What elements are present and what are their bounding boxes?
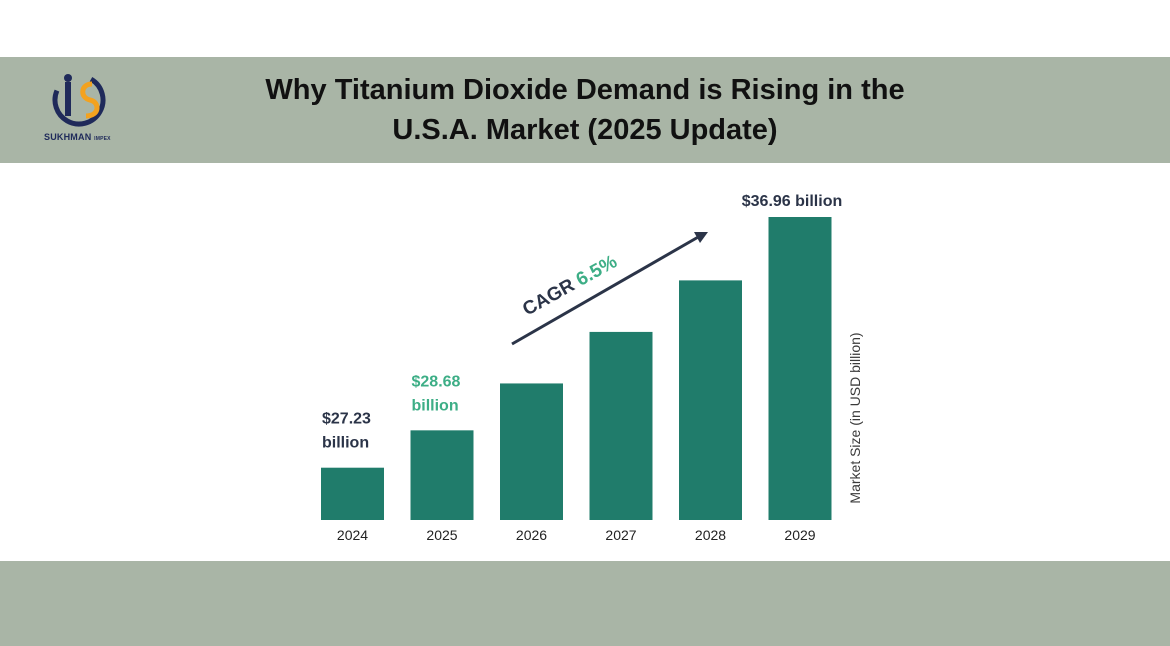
cagr-label: CAGR: [519, 272, 583, 320]
title-line-1: Why Titanium Dioxide Demand is Rising in…: [265, 74, 905, 106]
bar-2026: [500, 383, 563, 520]
footer-band: [0, 561, 1170, 646]
x-tick-label: 2025: [426, 527, 457, 543]
bar-2027: [589, 331, 653, 520]
data-label-unit: billion: [322, 435, 369, 452]
x-tick-label: 2026: [516, 527, 547, 543]
company-logo: [52, 73, 106, 127]
bar-2028: [679, 280, 742, 520]
x-tick-label: 2027: [605, 527, 636, 543]
page-title: Why Titanium Dioxide Demand is Rising in…: [200, 70, 970, 150]
header-band: [0, 57, 1170, 163]
data-label-value: $27.23: [322, 411, 371, 428]
data-label-value: $28.68: [412, 373, 461, 390]
title-line-2: U.S.A. Market (2025 Update): [392, 114, 778, 146]
x-tick-label: 2029: [784, 527, 815, 543]
x-tick-label: 2024: [337, 527, 368, 543]
cagr-arrow-line: [511, 234, 701, 346]
data-label-unit: billion: [412, 397, 459, 414]
x-tick-label: 2028: [695, 527, 726, 543]
data-label: $36.96 billion: [742, 193, 842, 210]
bar-2024: [321, 467, 384, 520]
bar-2025: [410, 430, 474, 520]
cagr-arrow-head: [694, 232, 708, 243]
y-axis-label: Market Size (in USD billion): [847, 332, 863, 503]
logo-wordmark: SUKHMAN IMPEX: [44, 132, 111, 142]
bar-2029: [768, 217, 832, 520]
